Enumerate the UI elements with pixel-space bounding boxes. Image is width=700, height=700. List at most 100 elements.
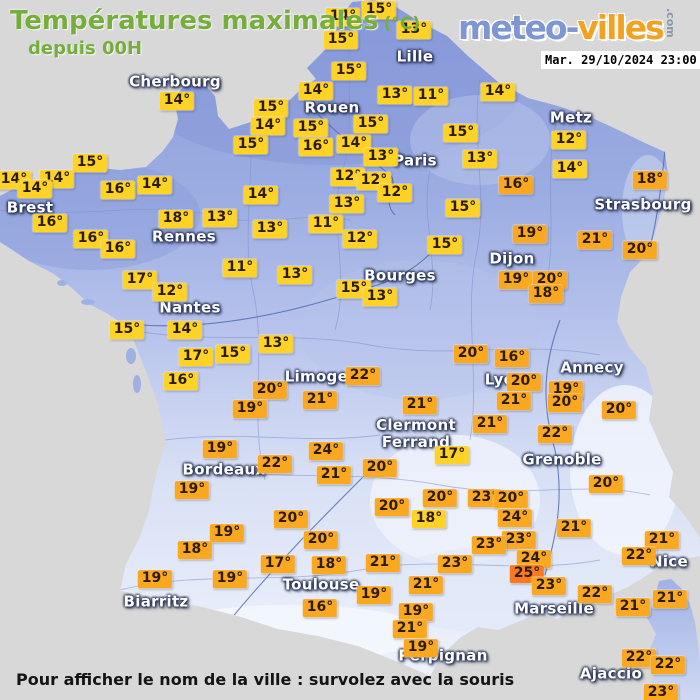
temp-badge[interactable]: 13° (396, 21, 432, 39)
temp-badge[interactable]: 16° (498, 176, 534, 194)
temp-badge[interactable]: 15° (443, 124, 479, 142)
temp-badge[interactable]: 21° (652, 590, 688, 608)
temp-badge[interactable]: 22° (621, 547, 657, 565)
temp-badge[interactable]: 15° (233, 136, 269, 154)
temp-badge[interactable]: 18° (632, 171, 668, 189)
temp-badge[interactable]: 15° (293, 119, 329, 137)
temp-badge[interactable]: 24° (497, 509, 533, 527)
temp-badge[interactable]: 21° (615, 598, 651, 616)
temp-badge[interactable]: 14° (336, 135, 372, 153)
temp-badge[interactable]: 18° (158, 210, 194, 228)
temp-badge[interactable]: 19° (356, 586, 392, 604)
temp-badge[interactable]: 18° (177, 541, 213, 559)
temp-badge[interactable]: 13° (462, 150, 498, 168)
temp-badge[interactable]: 11° (308, 215, 344, 233)
temp-badge[interactable]: 13° (329, 195, 365, 213)
temp-badge[interactable]: 14° (159, 92, 195, 110)
temp-badge[interactable]: 16° (100, 181, 136, 199)
temp-badge[interactable]: 14° (250, 117, 286, 135)
temp-badge[interactable]: 17° (434, 446, 470, 464)
temp-badge[interactable]: 22° (621, 649, 657, 667)
temp-badge[interactable]: 13° (277, 266, 313, 284)
temp-badge[interactable]: 21° (408, 576, 444, 594)
temp-badge[interactable]: 20° (622, 241, 658, 259)
temp-badge[interactable]: 14° (243, 186, 279, 204)
temp-badge[interactable]: 21° (402, 396, 438, 414)
temp-badge[interactable]: 21° (316, 466, 352, 484)
temp-badge[interactable]: 16° (298, 138, 334, 156)
temp-badge[interactable]: 19° (498, 271, 534, 289)
temp-badge[interactable]: 12° (342, 230, 378, 248)
temp-badge[interactable]: 15° (323, 31, 359, 49)
temp-badge[interactable]: 13° (252, 220, 288, 238)
temp-badge[interactable]: 17° (122, 271, 158, 289)
temp-badge[interactable]: 20° (303, 531, 339, 549)
temp-badge[interactable]: 12° (330, 168, 366, 186)
temp-badge[interactable]: 19° (232, 400, 268, 418)
temp-badge[interactable]: 17° (178, 348, 214, 366)
temp-badge[interactable]: 22° (577, 585, 613, 603)
temp-badge[interactable]: 19° (512, 225, 548, 243)
temp-badge[interactable]: 14° (167, 321, 203, 339)
temp-badge[interactable]: 13° (258, 335, 294, 353)
site-logo[interactable]: meteo-villes.com (458, 8, 677, 47)
temp-badge[interactable]: 23° (437, 555, 473, 573)
temp-badge[interactable]: 20° (453, 345, 489, 363)
temp-badge[interactable]: 15° (427, 236, 463, 254)
temp-badge[interactable]: 15° (72, 154, 108, 172)
temp-badge[interactable]: 16° (32, 214, 68, 232)
temp-badge[interactable]: 12° (152, 283, 188, 301)
temp-badge[interactable]: 23° (643, 684, 679, 700)
temp-badge[interactable]: 16° (73, 230, 109, 248)
temp-badge[interactable]: 14° (298, 82, 334, 100)
temp-badge[interactable]: 11° (413, 87, 449, 105)
temp-badge[interactable]: 13° (202, 209, 238, 227)
temp-badge[interactable]: 16° (494, 349, 530, 367)
temp-badge[interactable]: 20° (273, 510, 309, 528)
temp-badge[interactable]: 12° (377, 184, 413, 202)
temp-badge[interactable]: 15° (109, 321, 145, 339)
temp-badge[interactable]: 20° (422, 489, 458, 507)
temp-badge[interactable]: 15° (336, 280, 372, 298)
temp-badge[interactable]: 14° (552, 160, 588, 178)
temp-badge[interactable]: 15° (361, 1, 397, 19)
temp-badge[interactable]: 18° (411, 510, 447, 528)
temp-badge[interactable]: 21° (302, 391, 338, 409)
temp-badge[interactable]: 16° (100, 240, 136, 258)
temp-badge[interactable]: 14° (17, 180, 53, 198)
temp-badge[interactable]: 14° (325, 8, 361, 26)
temp-badge[interactable]: 21° (392, 620, 428, 638)
temp-badge[interactable]: 21° (365, 554, 401, 572)
temp-badge[interactable]: 21° (644, 531, 680, 549)
temp-badge[interactable]: 24° (516, 550, 552, 568)
temp-badge[interactable]: 19° (212, 570, 248, 588)
temp-badge[interactable]: 20° (532, 271, 568, 289)
temp-badge[interactable]: 21° (577, 231, 613, 249)
temp-badge[interactable]: 19° (174, 481, 210, 499)
temp-badge[interactable]: 15° (445, 199, 481, 217)
temp-badge[interactable]: 18° (528, 285, 564, 303)
temp-badge[interactable]: 15° (331, 62, 367, 80)
temp-badge[interactable]: 17° (260, 555, 296, 573)
temp-badge[interactable]: 14° (137, 176, 173, 194)
temp-badge[interactable]: 16° (163, 372, 199, 390)
temp-badge[interactable]: 21° (496, 392, 532, 410)
temp-badge[interactable]: 15° (353, 115, 389, 133)
temp-badge[interactable]: 13° (363, 148, 399, 166)
temp-badge[interactable]: 23° (501, 531, 537, 549)
temp-badge[interactable]: 21° (556, 519, 592, 537)
temp-badge[interactable]: 19° (209, 524, 245, 542)
temp-badge[interactable]: 19° (202, 440, 238, 458)
temp-badge[interactable]: 20° (252, 381, 288, 399)
temp-badge[interactable]: 15° (215, 345, 251, 363)
temp-badge[interactable]: 20° (374, 498, 410, 516)
temp-badge[interactable]: 20° (493, 490, 529, 508)
temp-badge[interactable]: 19° (403, 639, 439, 657)
temp-badge[interactable]: 20° (362, 459, 398, 477)
temp-badge[interactable]: 22° (345, 367, 381, 385)
temp-badge[interactable]: 14° (480, 83, 516, 101)
temp-badge[interactable]: 12° (551, 131, 587, 149)
temp-badge[interactable]: 18° (311, 556, 347, 574)
temp-badge[interactable]: 23° (467, 489, 503, 507)
temp-badge[interactable]: 20° (601, 401, 637, 419)
